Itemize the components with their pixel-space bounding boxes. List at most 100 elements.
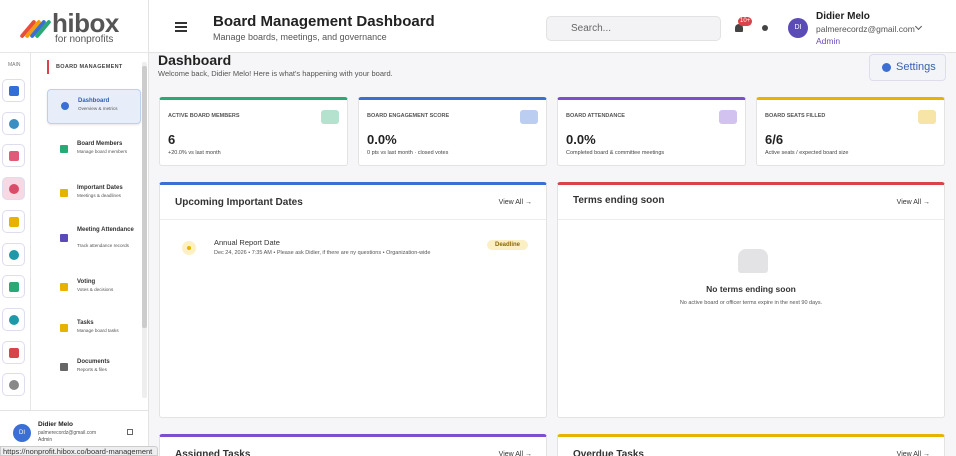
nav-icon	[60, 283, 68, 291]
view-all-link[interactable]: View All →	[498, 199, 532, 206]
sidebar-footer-border	[0, 410, 149, 411]
sidebar-avatar: DI	[13, 424, 31, 442]
menu-button[interactable]	[175, 22, 187, 33]
nav-item[interactable]: Voting Votes & decisions	[47, 271, 141, 306]
nav-icon	[60, 234, 68, 242]
external-link[interactable]	[127, 429, 133, 435]
rail-icon	[9, 282, 19, 293]
stat-label: BOARD SEATS FILLED	[765, 113, 826, 119]
stat-value: 6	[168, 132, 176, 147]
rail-icon	[9, 380, 19, 391]
rail-button[interactable]	[2, 275, 25, 299]
event-icon-dot	[187, 246, 191, 250]
stat-icon	[719, 110, 737, 124]
sidebar-section: BOARD MANAGEMENT	[56, 64, 123, 70]
rail-button[interactable]	[2, 177, 25, 201]
stat-sub: 0 pts vs last month · closed votes	[367, 150, 449, 156]
settings-label: Settings	[896, 61, 936, 73]
rail-button[interactable]	[2, 209, 25, 233]
menu-bar	[175, 26, 187, 28]
nav-item[interactable]: Documents Reports & files	[47, 351, 141, 386]
user-avatar[interactable]: DI	[788, 18, 808, 38]
stat-card: BOARD ATTENDANCE 0.0% Completed board & co…	[557, 97, 746, 166]
event-details: Dec 24, 2026 • 7:35 AM • Please ask Didi…	[214, 250, 431, 256]
nav-item[interactable]: Tasks Manage board tasks	[47, 312, 141, 347]
rail-button[interactable]	[2, 242, 25, 266]
search-box[interactable]: Search...	[546, 16, 721, 41]
notification-badge: 10+	[738, 17, 753, 26]
nav-title: Important Dates	[77, 185, 123, 191]
rail-border	[30, 53, 31, 410]
stat-card: BOARD SEATS FILLED 6/6 Active seats / expe…	[756, 97, 945, 166]
nav-subtitle: Manage board tasks	[77, 328, 119, 333]
panel-divider	[558, 219, 944, 220]
page-header-subtitle: Manage boards, meetings, and governance	[213, 32, 387, 42]
logo-tagline: for nonprofits	[55, 34, 114, 45]
search-placeholder: Search...	[571, 23, 612, 34]
nav-title: Dashboard	[78, 98, 110, 104]
stat-icon	[520, 110, 538, 124]
nav-title: Documents	[77, 359, 110, 365]
settings-icon	[882, 63, 891, 72]
event-tag: Deadline	[487, 240, 529, 250]
theme-icon[interactable]	[762, 25, 768, 31]
nav-subtitle: Manage board members	[77, 149, 128, 154]
rail-icon	[9, 118, 19, 129]
nav-icon	[60, 324, 68, 332]
bell-icon[interactable]	[735, 24, 743, 32]
nav-subtitle: Votes & decisions	[77, 287, 114, 292]
logo-name: hibox	[52, 8, 119, 38]
nav-icon	[61, 102, 69, 110]
rail-button[interactable]	[2, 111, 25, 135]
rail-button[interactable]	[2, 340, 25, 364]
rail-icon	[9, 249, 19, 260]
rail-icon	[9, 184, 19, 195]
panel: Upcoming Important Dates View All → Annual…	[159, 182, 547, 418]
nav-subtitle: Reports & files	[77, 367, 107, 372]
nav-title: Voting	[77, 279, 96, 285]
nav-item[interactable]: Board Members Manage board members	[47, 133, 141, 168]
rail-button[interactable]	[2, 307, 25, 331]
panel-title: Upcoming Important Dates	[175, 197, 303, 208]
sidebar-user-email: palmerecordz@gmail.com	[38, 430, 97, 436]
stat-sub: Active seats / expected board size	[765, 150, 849, 156]
settings-button[interactable]: Settings	[869, 54, 946, 81]
event-title: Annual Report Date	[214, 238, 280, 247]
rail-icon	[9, 86, 19, 96]
nav-item[interactable]: Meeting Attendance Track attendance recor…	[47, 219, 141, 263]
panel-title: Assigned Tasks	[175, 449, 251, 456]
nav-item[interactable]: Important Dates Meetings & deadlines	[47, 177, 141, 212]
sidebar-scroll-thumb	[142, 66, 147, 328]
stat-label: ACTIVE BOARD MEMBERS	[168, 113, 240, 119]
nav-icon	[60, 189, 68, 197]
stat-icon	[918, 110, 936, 124]
stat-value: 0.0%	[566, 132, 596, 147]
rail-button[interactable]	[2, 79, 25, 102]
rail-icon	[9, 314, 19, 325]
page-header-title: Board Management Dashboard	[213, 13, 435, 30]
view-all-link[interactable]: View All →	[896, 199, 930, 206]
empty-text: No active board or officer terms expire …	[679, 300, 823, 306]
empty-title: No terms ending soon	[706, 284, 796, 294]
panel: Assigned Tasks View All →	[159, 434, 547, 456]
rail-icon	[9, 347, 19, 358]
rail-label: MAIN	[8, 62, 21, 68]
rail-button[interactable]	[2, 373, 25, 397]
stat-card: ACTIVE BOARD MEMBERS 6 +20.0% vs last mont…	[159, 97, 348, 166]
view-all-link[interactable]: View All →	[498, 451, 532, 456]
stat-label: BOARD ATTENDANCE	[566, 113, 625, 119]
stat-sub: +20.0% vs last month	[168, 150, 221, 156]
page-title: Dashboard	[158, 52, 232, 68]
stat-sub: Completed board & committee meetings	[566, 150, 665, 156]
logo-border	[0, 52, 149, 53]
user-role: Admin	[816, 36, 841, 46]
view-all-link[interactable]: View All →	[896, 451, 930, 456]
sidebar-user-name: Didier Melo	[38, 421, 74, 428]
stat-value: 6/6	[765, 132, 784, 147]
rail-button[interactable]	[2, 144, 25, 168]
nav-item[interactable]: Dashboard Overview & metrics	[47, 89, 141, 124]
nav-icon	[60, 145, 68, 153]
nav-title: Meeting Attendance	[77, 227, 134, 233]
empty-icon	[738, 249, 768, 273]
